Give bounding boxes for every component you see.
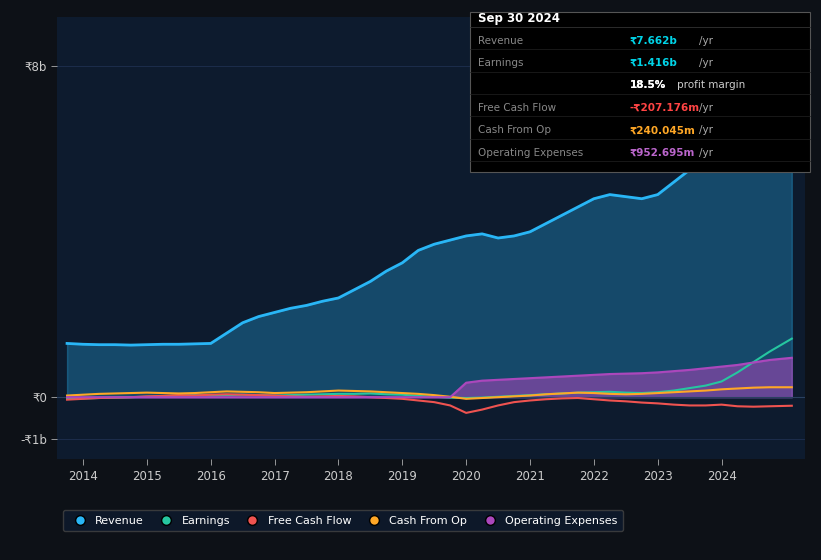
Text: ₹240.045m: ₹240.045m bbox=[630, 125, 695, 136]
Text: Operating Expenses: Operating Expenses bbox=[478, 148, 583, 158]
Text: Revenue: Revenue bbox=[478, 36, 523, 46]
Text: ₹7.662b: ₹7.662b bbox=[630, 36, 677, 46]
Text: -₹207.176m: -₹207.176m bbox=[630, 103, 699, 113]
Text: profit margin: profit margin bbox=[677, 81, 745, 91]
Text: /yr: /yr bbox=[699, 103, 713, 113]
Text: Earnings: Earnings bbox=[478, 58, 523, 68]
Text: /yr: /yr bbox=[699, 125, 713, 136]
Text: Sep 30 2024: Sep 30 2024 bbox=[478, 12, 560, 25]
Text: Cash From Op: Cash From Op bbox=[478, 125, 551, 136]
Text: /yr: /yr bbox=[699, 148, 713, 158]
Text: 18.5%: 18.5% bbox=[630, 81, 666, 91]
Text: /yr: /yr bbox=[699, 36, 713, 46]
Legend: Revenue, Earnings, Free Cash Flow, Cash From Op, Operating Expenses: Revenue, Earnings, Free Cash Flow, Cash … bbox=[63, 510, 623, 531]
Text: /yr: /yr bbox=[699, 58, 713, 68]
Text: ₹1.416b: ₹1.416b bbox=[630, 58, 677, 68]
Text: ₹952.695m: ₹952.695m bbox=[630, 148, 695, 158]
Text: Free Cash Flow: Free Cash Flow bbox=[478, 103, 556, 113]
Text: 18.5%: 18.5% bbox=[630, 81, 666, 91]
